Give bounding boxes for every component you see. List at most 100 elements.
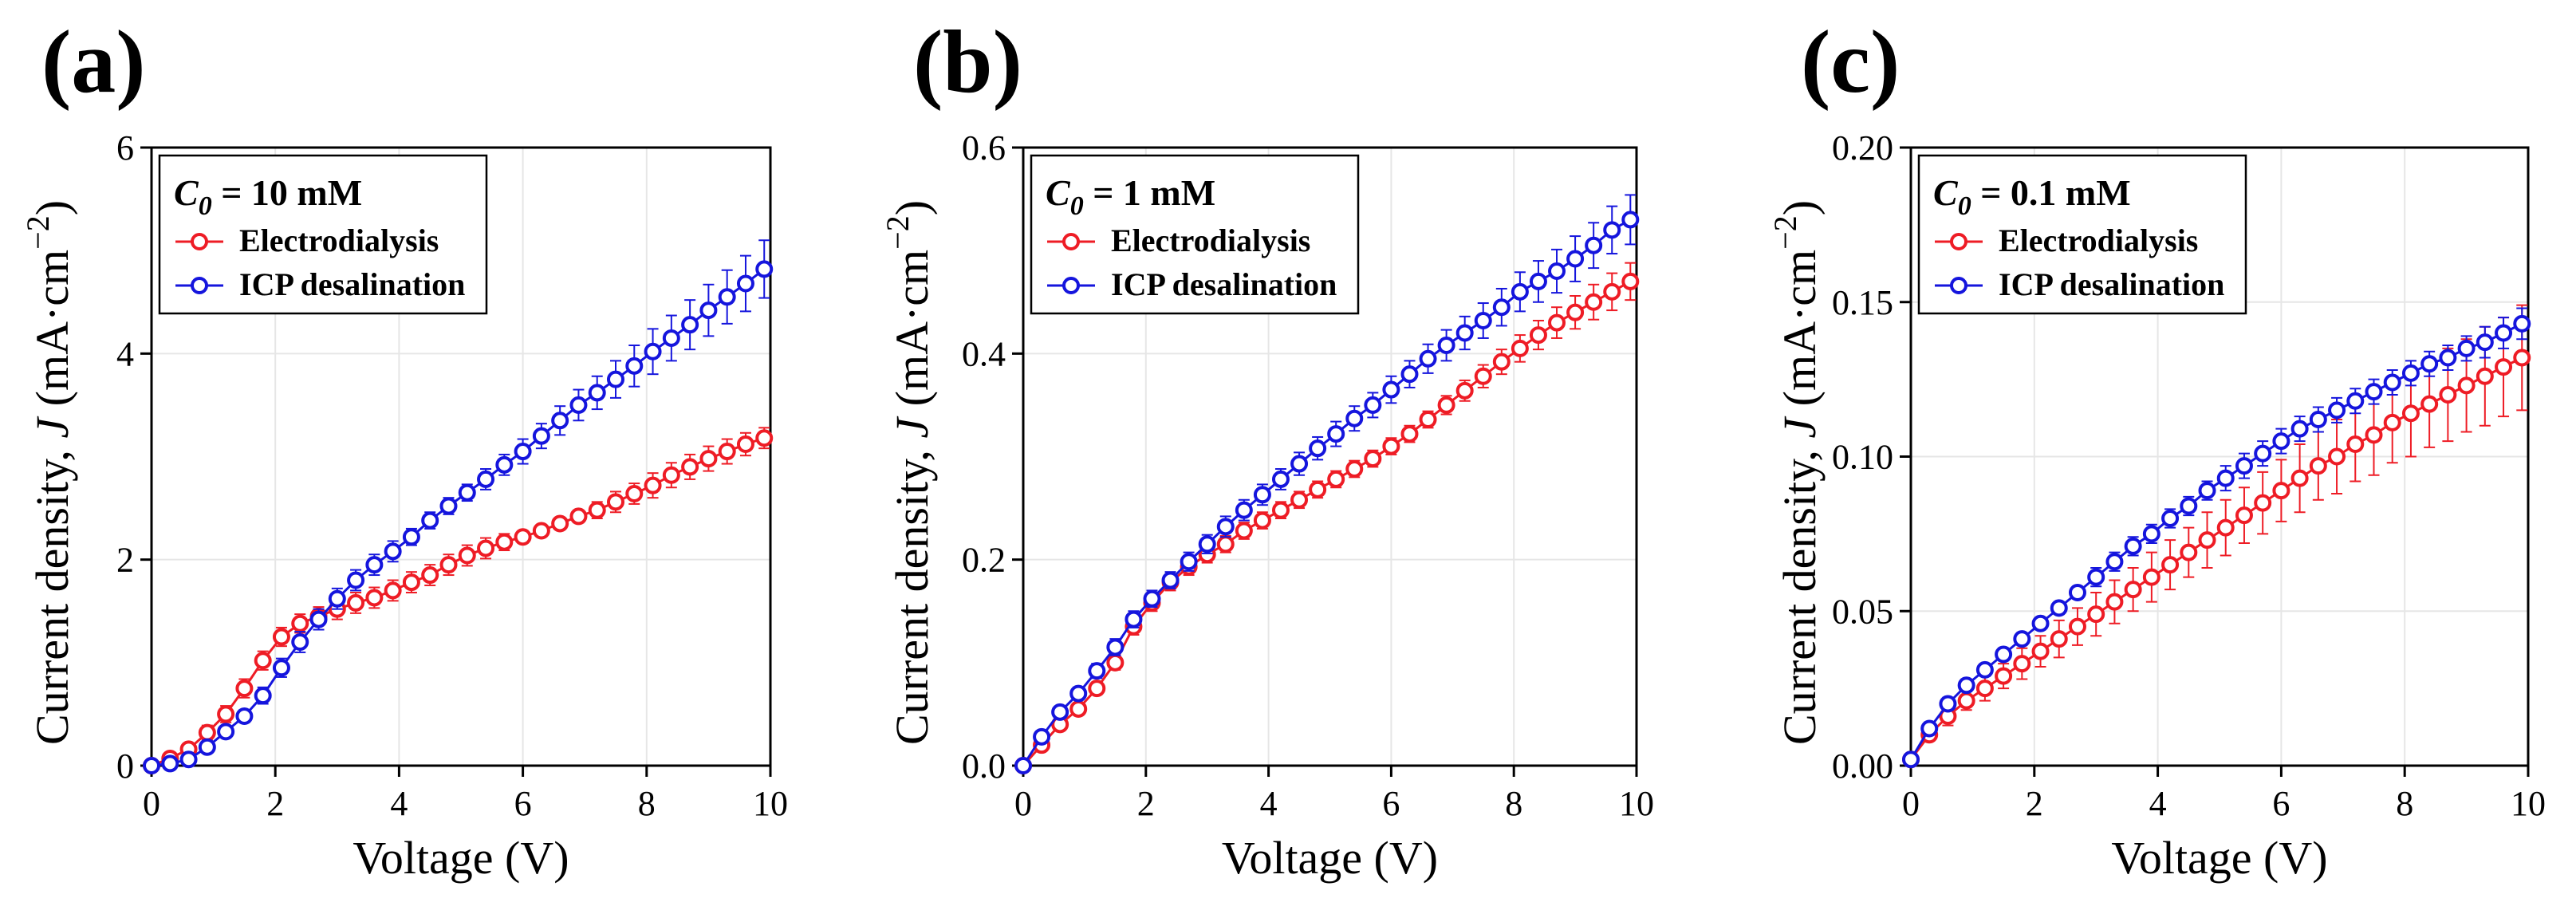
data-point <box>1216 518 1235 536</box>
x-tick-label: 4 <box>390 784 408 823</box>
data-point <box>309 610 328 628</box>
data-point <box>1902 750 1920 769</box>
data-point <box>235 707 254 725</box>
data-point <box>1437 396 1455 414</box>
data-point <box>1143 589 1161 608</box>
data-point <box>2087 605 2105 624</box>
data-point <box>1975 660 1994 679</box>
data-point <box>2068 584 2086 601</box>
x-axis-title: Voltage (V) <box>2111 832 2327 884</box>
data-point <box>2198 482 2216 500</box>
data-point <box>588 384 606 402</box>
data-point <box>2272 482 2290 500</box>
data-point <box>2105 593 2124 611</box>
data-point <box>755 429 774 447</box>
data-point <box>2420 355 2439 373</box>
data-point <box>384 581 402 600</box>
data-point <box>681 316 699 334</box>
x-tick-label: 2 <box>2026 784 2043 823</box>
data-point <box>625 485 644 502</box>
y-axis-title-part: −2 <box>880 215 916 250</box>
data-point <box>1235 522 1253 540</box>
data-point <box>1400 365 1419 384</box>
data-point <box>2457 339 2476 357</box>
y-tick-label: 0.10 <box>1832 438 1893 477</box>
data-point <box>495 533 514 551</box>
y-axis-title-part: J <box>1774 416 1826 439</box>
legend-condition-value: = 0.1 mM <box>1971 172 2131 213</box>
data-point <box>235 680 254 698</box>
data-point <box>1216 535 1235 553</box>
data-point <box>2346 435 2365 453</box>
data-point <box>291 633 309 651</box>
legend-box <box>1030 154 1360 315</box>
y-tick-label: 4 <box>116 334 134 373</box>
legend-label: ICP desalination <box>1999 266 2224 302</box>
x-tick-label: 2 <box>1137 784 1155 823</box>
data-point <box>1069 684 1088 703</box>
series-line <box>1022 219 1632 766</box>
data-point <box>2383 413 2401 431</box>
data-point <box>2254 494 2272 512</box>
data-point <box>1106 638 1125 656</box>
data-point <box>421 566 439 585</box>
data-point <box>736 274 754 293</box>
data-point <box>2290 420 2309 438</box>
y-axis-title-part: J <box>886 416 938 439</box>
data-point <box>1382 437 1400 455</box>
x-tick-label: 8 <box>638 784 656 823</box>
x-axis: 0 2 4 6 8 10 <box>1014 766 1654 823</box>
series-electrodialysis <box>143 427 774 774</box>
data-point <box>2180 497 2198 515</box>
data-point <box>291 614 309 632</box>
data-point <box>514 443 532 461</box>
data-point <box>1271 501 1290 519</box>
y-axis-title-part: (mA·cm <box>26 250 78 418</box>
data-point <box>2124 581 2142 599</box>
data-point <box>1548 313 1566 332</box>
x-axis: 0 2 4 6 8 10 <box>143 766 788 823</box>
legend-marker <box>191 233 208 250</box>
data-point <box>2142 568 2160 586</box>
data-point <box>532 522 550 540</box>
y-tick-label: 0.15 <box>1832 283 1893 322</box>
data-point <box>2161 556 2180 574</box>
data-point <box>1548 262 1566 280</box>
data-point <box>2068 617 2086 636</box>
y-axis-title-part: −2 <box>20 215 56 250</box>
data-point <box>644 476 662 494</box>
data-point <box>1290 455 1309 473</box>
panel-label: (b) <box>913 13 1022 112</box>
data-point <box>217 723 235 741</box>
y-tick-label: 0.20 <box>1832 128 1893 167</box>
data-point <box>1253 511 1271 530</box>
y-axis-title-part: (mA·cm <box>886 250 938 418</box>
data-point <box>2309 411 2327 428</box>
y-axis: 0 2 4 6 <box>116 128 152 786</box>
x-tick-label: 2 <box>266 784 284 823</box>
data-point <box>2439 386 2457 404</box>
data-point <box>1957 676 1975 695</box>
data-point <box>1566 303 1585 321</box>
series-icp-desalination <box>1902 307 2531 769</box>
data-point <box>347 593 365 612</box>
data-point <box>1585 236 1603 254</box>
plot-frame <box>1022 146 1638 767</box>
legend-condition: C0 = 10 mM <box>174 172 362 221</box>
legend-condition-subscript: 0 <box>1958 191 1971 221</box>
data-point <box>569 396 588 414</box>
data-point <box>1920 719 1939 738</box>
data-point <box>198 738 216 756</box>
y-tick-label: 0.6 <box>962 128 1006 167</box>
data-point <box>718 443 736 461</box>
x-tick-label: 4 <box>2149 784 2167 823</box>
data-point <box>439 556 458 574</box>
data-point <box>644 342 662 360</box>
chart-panel-2: (c) 0 2 4 6 8 10 0.00 0.05 0.10 0.15 0.20 Voltage (V… <box>1767 13 2546 884</box>
data-point <box>662 466 680 484</box>
data-point <box>2142 525 2160 543</box>
data-point <box>2031 614 2050 632</box>
data-point <box>254 687 272 705</box>
